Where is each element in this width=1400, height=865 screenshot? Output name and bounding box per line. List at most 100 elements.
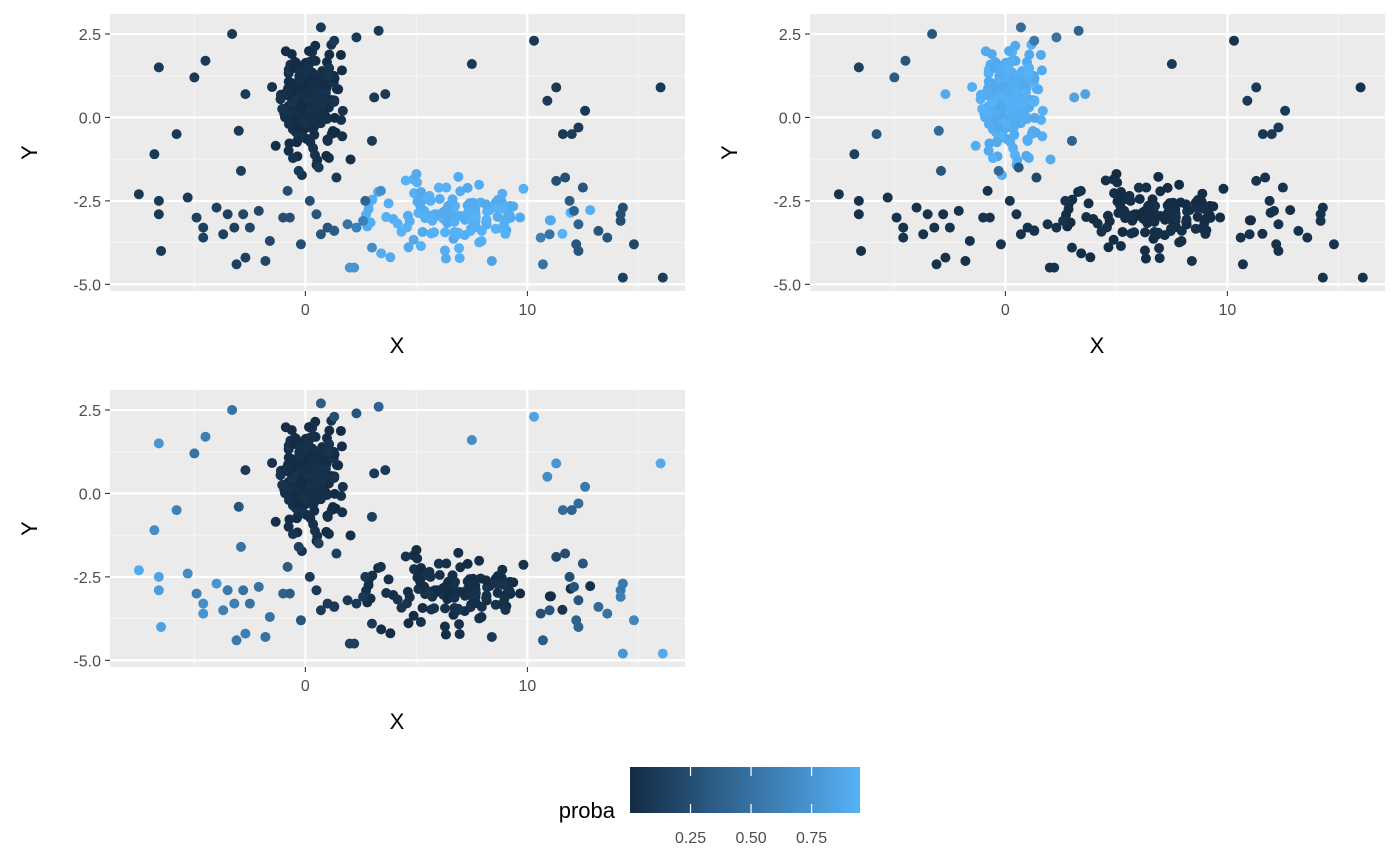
data-point (492, 202, 503, 213)
data-point (171, 505, 182, 516)
data-point (1108, 234, 1119, 245)
data-point (218, 229, 229, 240)
data-point (327, 126, 338, 137)
data-point (309, 476, 320, 487)
data-point (315, 398, 326, 409)
x-tick-label: 0 (301, 678, 310, 695)
data-point (617, 648, 628, 659)
data-point (385, 252, 396, 263)
data-point (1124, 212, 1135, 223)
data-point (474, 555, 485, 566)
data-point (967, 81, 978, 92)
data-point (1134, 194, 1145, 205)
data-point (198, 608, 209, 619)
data-point (481, 214, 492, 225)
y-axis-title: Y (717, 145, 742, 160)
data-point (474, 179, 485, 190)
data-point (211, 578, 222, 589)
legend-colorbar (630, 767, 860, 813)
data-point (447, 570, 458, 581)
data-point (560, 548, 571, 559)
data-point (593, 601, 604, 612)
data-point (577, 558, 588, 569)
data-point (329, 601, 340, 612)
data-point (440, 629, 451, 640)
data-point (293, 165, 304, 176)
data-point (282, 185, 293, 196)
data-point (400, 175, 411, 186)
data-point (982, 185, 993, 196)
data-point (1242, 95, 1253, 106)
data-point (227, 29, 238, 40)
data-point (569, 581, 579, 592)
data-point (342, 219, 353, 230)
data-point (938, 209, 949, 220)
data-point (329, 411, 340, 422)
data-point (1192, 195, 1203, 206)
data-point (408, 234, 419, 245)
data-point (657, 648, 668, 659)
data-point (309, 505, 320, 516)
data-point (434, 570, 445, 581)
data-point (366, 511, 377, 522)
data-point (336, 65, 347, 76)
data-point (573, 219, 584, 230)
data-point (417, 602, 428, 613)
data-point (309, 129, 320, 140)
data-point (288, 81, 299, 92)
data-point (1315, 215, 1326, 226)
data-point (1022, 135, 1033, 146)
data-point (311, 585, 322, 596)
data-point (1125, 195, 1136, 206)
data-point (365, 217, 376, 228)
data-point (277, 103, 288, 114)
data-point (295, 465, 306, 476)
data-point (1100, 175, 1111, 186)
data-point (1273, 245, 1284, 256)
data-point (200, 431, 211, 442)
data-point (433, 558, 444, 569)
data-point (240, 252, 251, 263)
data-point (402, 586, 413, 597)
data-point (492, 578, 503, 589)
data-point (1010, 117, 1021, 128)
data-point (323, 445, 334, 456)
y-tick-label: 2.5 (779, 27, 801, 44)
data-point (1037, 105, 1048, 116)
data-point (987, 97, 998, 108)
panel-background (810, 14, 1385, 291)
data-point (453, 603, 464, 614)
data-point (153, 195, 164, 206)
data-point (302, 441, 313, 452)
data-point (1244, 229, 1255, 240)
data-point (557, 604, 568, 615)
data-point (240, 628, 251, 639)
data-point (462, 558, 473, 569)
data-point (315, 22, 326, 33)
data-point (1285, 205, 1296, 216)
data-point (156, 621, 167, 632)
data-point (449, 216, 460, 227)
data-point (1186, 255, 1197, 266)
data-point (492, 211, 503, 222)
legend-tick-label: 0.75 (796, 830, 827, 847)
data-point (492, 587, 503, 598)
data-point (267, 457, 278, 468)
data-point (515, 212, 526, 223)
y-axis-title: Y (17, 145, 42, 160)
data-point (573, 122, 584, 133)
data-point (1273, 219, 1284, 230)
data-point (1126, 228, 1137, 239)
data-point (1215, 212, 1226, 223)
data-point (310, 117, 321, 128)
data-point (535, 232, 546, 243)
data-point (233, 501, 244, 512)
y-tick-label: -2.5 (73, 570, 101, 587)
data-point (518, 559, 529, 570)
data-point (515, 588, 526, 599)
data-point (1154, 253, 1165, 264)
data-point (617, 272, 628, 283)
data-point (585, 205, 596, 216)
data-point (329, 112, 340, 123)
data-point (655, 458, 666, 469)
